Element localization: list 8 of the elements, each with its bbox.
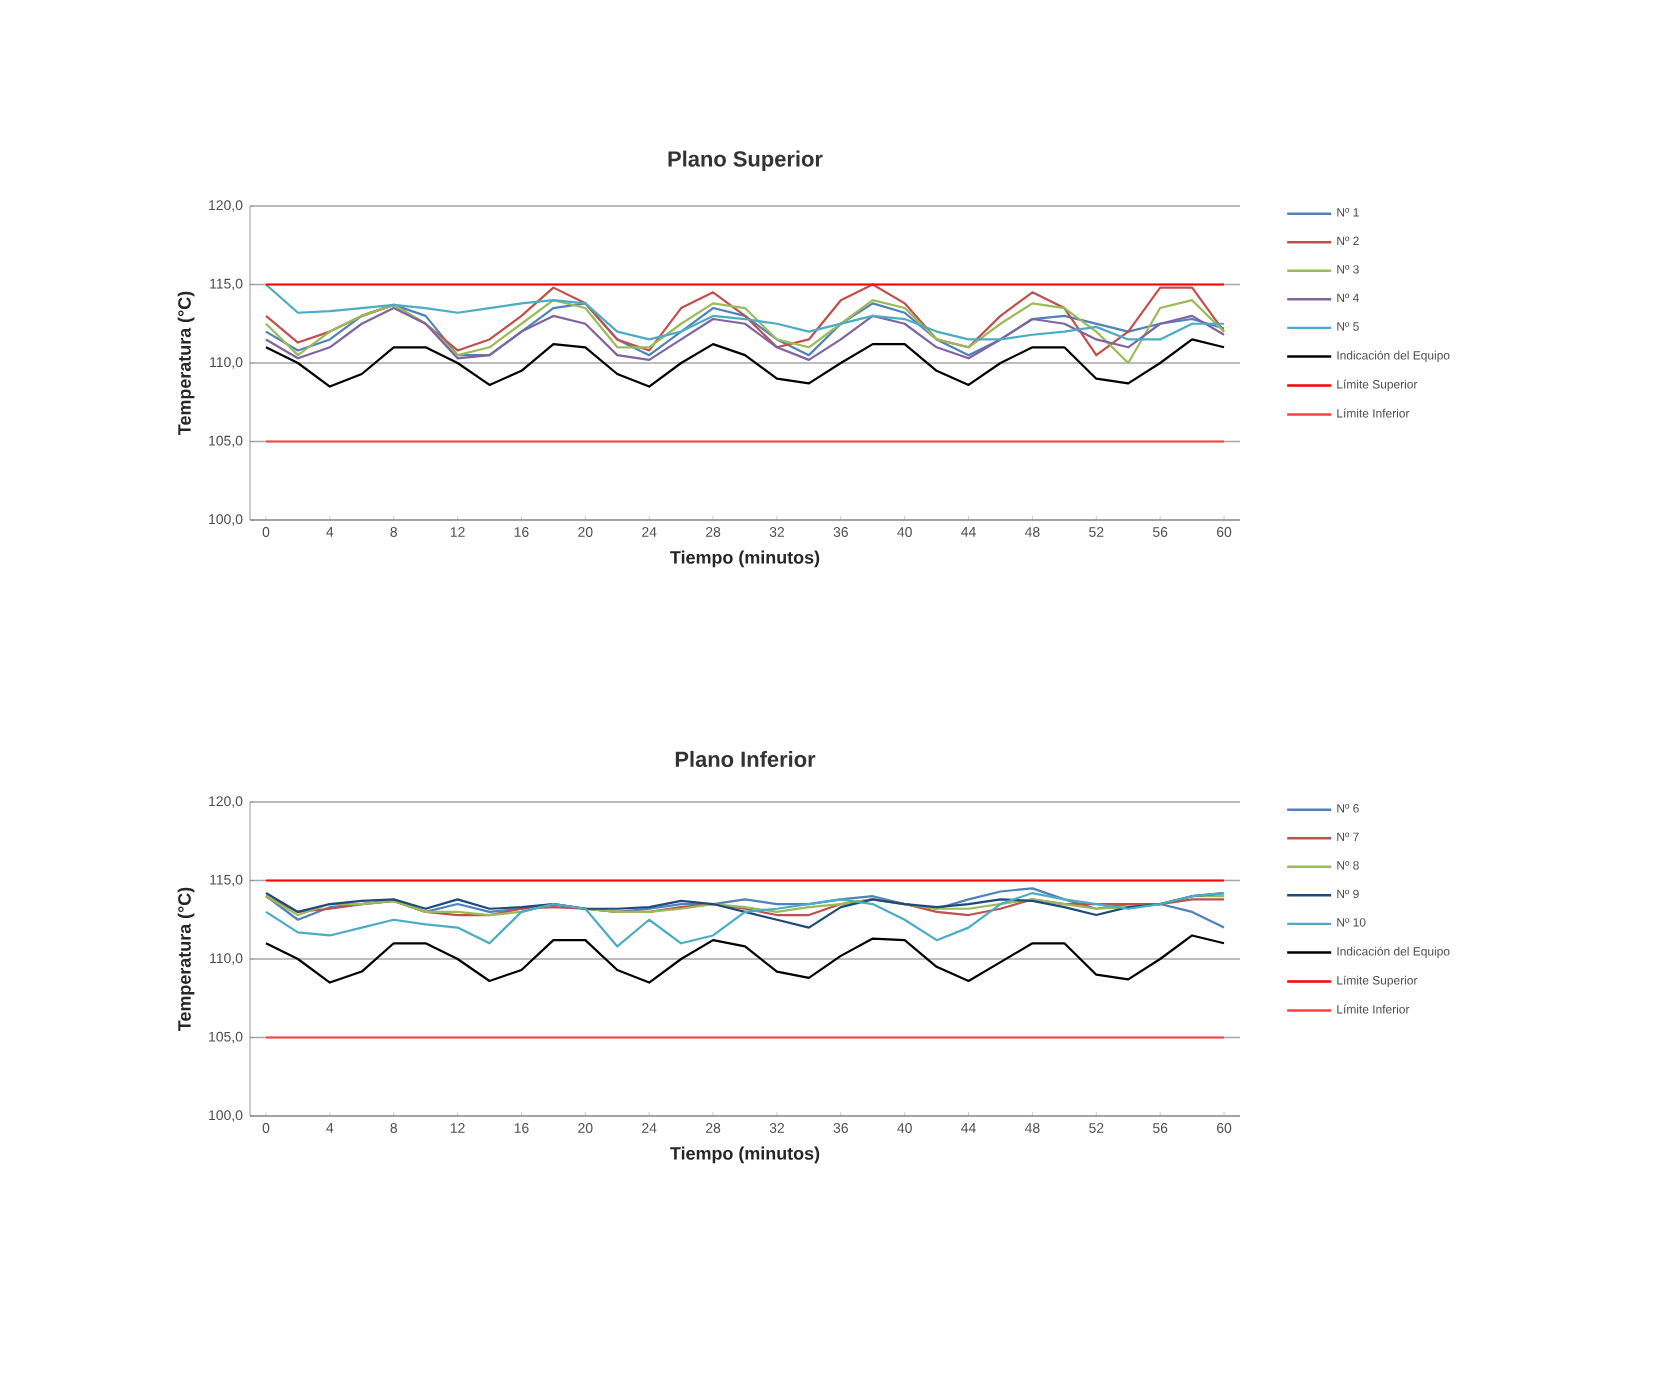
x-axis-title: Tiempo (minutos) [670, 1146, 820, 1164]
x-axis-title: Tiempo (minutos) [670, 550, 820, 568]
y-axis-title: Temperatura (°C) [177, 291, 195, 435]
line-series [264, 338, 1226, 388]
chart-title: Plano Superior [668, 150, 823, 171]
chart-title: Plano Inferior [675, 750, 816, 768]
line-series [264, 934, 1226, 984]
y-axis-title: Temperatura (°C) [177, 887, 195, 1031]
